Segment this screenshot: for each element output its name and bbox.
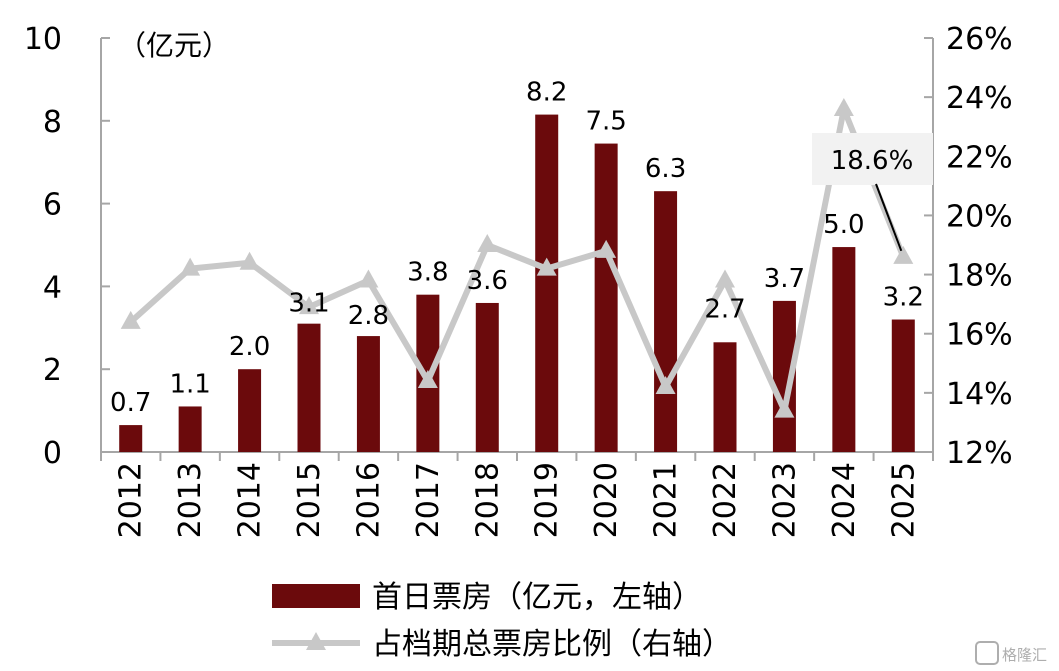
left-tick-label: 10 [24,22,62,57]
right-tick-label: 14% [946,377,1013,412]
bar [238,369,262,452]
line-marker-triangle [358,269,379,288]
x-tick-label: 2025 [886,462,921,538]
x-tick-label: 2012 [114,462,149,538]
bar [178,406,202,452]
x-tick-label: 2016 [351,462,386,538]
bar-data-label: 2.0 [229,332,270,362]
callout-annotation: 18.6% [812,133,933,252]
bar-data-label: 3.6 [467,266,508,296]
x-tick-label: 2022 [708,462,743,538]
bar [535,114,559,452]
bar-data-label: 6.3 [645,154,686,184]
right-tick-label: 20% [946,199,1013,234]
bar-data-label: 3.2 [883,283,924,313]
x-tick-label: 2015 [292,462,327,538]
line-marker-triangle [239,251,260,270]
line-series [120,97,914,418]
x-tick-label: 2023 [767,462,802,538]
x-tick-label: 2020 [589,462,624,538]
bar [475,302,499,452]
left-axis-unit: （亿元） [118,29,230,62]
bar [891,319,915,452]
bar-data-label: 3.8 [407,258,448,288]
line-marker-triangle [893,245,914,264]
watermark-icon [975,641,999,665]
left-tick-label: 4 [43,270,62,305]
bar [297,323,321,452]
legend: 首日票房（亿元，左轴） 占档期总票房比例（右轴） [272,580,732,662]
line-marker-triangle [655,375,676,394]
bar-data-label: 3.7 [764,264,805,294]
bar-series [119,114,915,452]
line-marker-triangle [833,97,854,116]
right-tick-label: 24% [946,81,1013,116]
line-marker-triangle [536,257,557,276]
bar [119,425,143,452]
line-marker-triangle [120,310,141,329]
callout-leader-line [875,183,903,252]
callout-label: 18.6% [831,146,914,176]
x-tick-label: 2017 [411,462,446,538]
x-tick-label: 2018 [470,462,505,538]
x-tick-label: 2013 [173,462,208,538]
legend-marker-triangle [306,632,326,650]
legend-swatch-bar [272,584,360,608]
axes: 0 2 4 6 8 10 （亿元） 12% 14% 16% 18% 20% 22% 24% 26% 2012 2… [24,22,1013,538]
bar-data-label: 2.7 [704,294,745,324]
bar-data-label: 7.5 [585,107,626,137]
left-tick-label: 6 [43,188,62,223]
bar [654,191,678,452]
right-tick-label: 22% [946,140,1013,175]
bar [713,342,737,452]
line-marker-triangle [417,370,438,389]
x-tick-label: 2024 [827,462,862,538]
legend-label-line: 占档期总票房比例（右轴） [372,627,732,662]
left-tick-label: 0 [43,436,62,471]
bar-data-label: 5.0 [823,210,864,240]
bar-data-label: 8.2 [526,78,567,108]
bar-data-label: 0.7 [110,388,151,418]
bar-data-label: 3.1 [288,289,329,319]
watermark: 格隆汇 [975,641,1047,665]
watermark-text: 格隆汇 [1002,646,1047,664]
bar-data-label: 2.8 [348,301,389,331]
bar-data-label: 1.1 [169,369,210,399]
x-tick-label: 2014 [233,462,268,538]
callout-box [812,133,933,185]
left-tick-label: 2 [43,353,62,388]
right-tick-label: 18% [946,259,1013,294]
left-tick-label: 8 [43,105,62,140]
right-tick-label: 12% [946,436,1013,471]
line-marker-triangle [774,399,795,418]
legend-label-bar: 首日票房（亿元，左轴） [372,580,702,615]
x-tick-label: 2019 [530,462,565,538]
bar [594,143,618,452]
line-marker-triangle [180,257,201,276]
x-tick-label: 2021 [649,462,684,538]
right-tick-label: 16% [946,318,1013,353]
line-path [128,105,907,414]
bar [356,336,380,452]
line-marker-triangle [299,296,319,315]
data-labels: 0.7 1.1 2.0 3.1 2.8 3.8 3.6 8.2 7.5 6.3 2.7 3.7 5.0 3… [110,78,924,419]
watermark-logo: 格隆汇 [975,641,1047,665]
bar [832,247,856,452]
right-tick-label: 26% [946,22,1013,57]
line-marker-triangle [715,269,735,288]
line-marker-triangle [477,234,498,252]
line-marker-triangle [596,239,617,258]
